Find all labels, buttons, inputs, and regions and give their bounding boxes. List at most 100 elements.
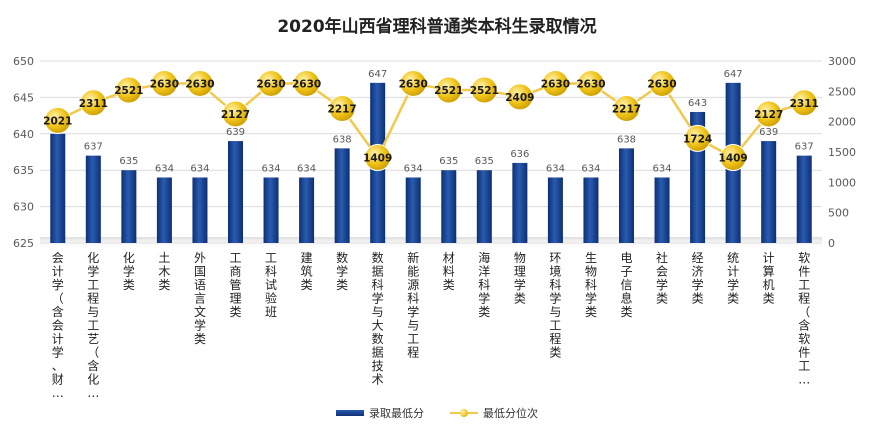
category-label: 工商管理类	[229, 251, 241, 319]
bar-value-label: 634	[581, 163, 600, 174]
bar-value-label: 647	[368, 69, 387, 80]
bar-value-label: 638	[617, 134, 636, 145]
bar-value-label: 637	[795, 142, 814, 153]
bar-value-label: 634	[261, 163, 280, 174]
bar	[405, 177, 421, 243]
line-value-label: 2630	[576, 78, 605, 90]
bar	[156, 177, 172, 243]
line-marker	[648, 69, 676, 97]
line-value-label: 2630	[256, 78, 285, 90]
y-right-tick-label: 1000	[828, 176, 856, 189]
line-value-label: 1724	[683, 133, 712, 145]
bar-value-label: 635	[119, 156, 138, 167]
bar-value-label: 634	[155, 163, 174, 174]
bar	[263, 177, 279, 243]
line-marker	[613, 95, 640, 123]
category-label: 电子信息类	[620, 251, 632, 319]
bar-value-label: 634	[404, 163, 423, 174]
line-value-label: 2521	[470, 85, 499, 97]
category-label: 统计学类	[727, 251, 739, 306]
y-right-tick-label: 1500	[828, 146, 856, 159]
line-marker	[222, 100, 249, 128]
category-label: 计算机类	[763, 251, 775, 306]
line-value-label: 1409	[363, 153, 392, 165]
line-marker	[435, 76, 463, 104]
bar	[796, 155, 812, 243]
bar	[761, 141, 777, 243]
bar	[121, 170, 137, 243]
line-marker	[257, 69, 285, 97]
line-value-label: 2630	[292, 78, 321, 90]
line-value-label: 2217	[612, 104, 641, 116]
line-marker	[790, 89, 818, 117]
category-label: 新能源科学与工程	[407, 250, 419, 360]
line-marker	[755, 100, 783, 128]
category-label: 土木类	[158, 251, 170, 292]
line-marker	[328, 95, 356, 123]
bar-value-label: 639	[226, 127, 245, 138]
bar	[654, 177, 670, 243]
line-value-label: 2630	[185, 78, 214, 90]
line-marker	[399, 69, 427, 97]
legend-bar-swatch	[336, 410, 364, 416]
line-marker	[115, 76, 143, 104]
line-value-label: 2021	[43, 115, 72, 127]
bar	[228, 141, 243, 243]
line-marker	[293, 69, 321, 97]
y-left-tick-label: 640	[13, 128, 34, 141]
bar	[476, 170, 492, 243]
line-value-label: 2521	[434, 85, 463, 97]
bar	[441, 170, 457, 243]
bar	[334, 148, 350, 243]
line-value-label: 2311	[790, 98, 819, 110]
line-marker	[577, 69, 605, 97]
category-label: 生物科学类	[585, 251, 597, 319]
bar-value-label: 635	[439, 156, 458, 167]
category-label: 外国语言文学类	[194, 251, 206, 346]
category-label: 经济学类	[692, 251, 704, 306]
line-value-label: 2409	[505, 92, 534, 104]
category-label: 物理学类	[514, 251, 526, 306]
line-value-label: 2630	[150, 78, 179, 90]
bar-value-label: 638	[333, 134, 352, 145]
bar	[85, 155, 101, 243]
legend-label-bars: 录取最低分	[369, 407, 424, 420]
category-label: 化学工程与工艺（含化…	[87, 251, 99, 400]
chart-title: 2020年山西省理科普通类本科生录取情况	[277, 17, 597, 37]
legend-item-bars[interactable]: 录取最低分	[336, 405, 424, 421]
bar	[50, 133, 66, 243]
category-label: 海洋科学类	[478, 250, 490, 319]
line-marker	[79, 89, 107, 117]
bar-value-label: 636	[510, 149, 529, 160]
bar-value-label: 634	[190, 163, 209, 174]
bar-value-label: 635	[475, 156, 494, 167]
line-marker	[44, 106, 72, 134]
line-value-label: 2311	[79, 98, 108, 110]
y-right-tick-label: 500	[828, 207, 849, 220]
line-marker	[506, 83, 534, 111]
bar-value-label: 634	[297, 163, 316, 174]
line-marker	[470, 76, 498, 104]
y-right-tick-label: 3000	[828, 55, 856, 68]
category-label: 数学类	[336, 250, 348, 292]
bar	[299, 177, 315, 243]
legend: 录取最低分 最低分位次	[0, 405, 874, 421]
bar	[192, 177, 208, 243]
line-value-label: 2127	[754, 109, 783, 121]
line-value-label: 1409	[719, 153, 748, 165]
category-label: 数据科学与大数据技术	[372, 250, 384, 387]
line-marker	[186, 69, 214, 97]
line-marker	[719, 144, 747, 172]
y-right-tick-label: 2000	[828, 116, 856, 129]
y-left-tick-label: 650	[13, 55, 34, 68]
line-marker	[541, 69, 569, 97]
legend-label-line: 最低分位次	[483, 407, 538, 420]
legend-item-line[interactable]: 最低分位次	[450, 405, 538, 421]
y-right-tick-label: 0	[828, 237, 835, 250]
category-label: 社会学类	[656, 250, 668, 306]
bar-value-label: 647	[724, 69, 743, 80]
bar	[512, 162, 528, 243]
line-value-label: 2630	[399, 78, 428, 90]
